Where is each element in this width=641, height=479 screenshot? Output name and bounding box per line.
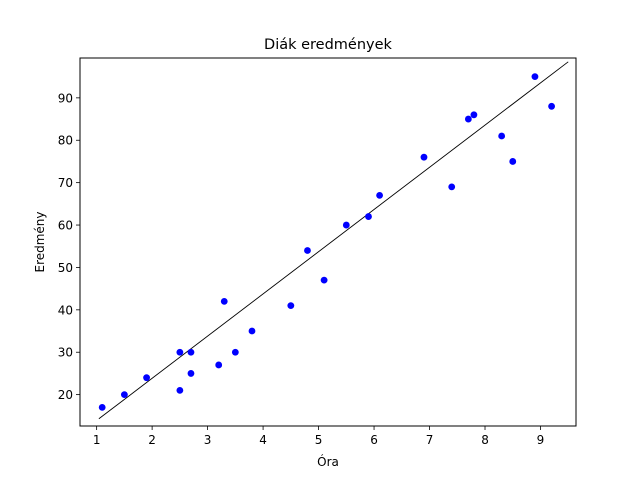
- x-tick-label-7: 7: [426, 433, 434, 447]
- axis-ticks: 1 2 3 4 5 6 7 8 9 20 30 40 50 60 70 80 90: [58, 91, 545, 447]
- data-point-1: [98, 403, 106, 411]
- y-tick-label-70: 70: [58, 176, 73, 190]
- data-point-11: [248, 327, 256, 335]
- chart-title: Diák eredmények: [264, 37, 393, 53]
- y-tick-label-60: 60: [58, 219, 73, 233]
- y-tick-label-40: 40: [58, 303, 73, 317]
- data-point-25: [548, 102, 555, 110]
- data-point-13: [304, 247, 311, 254]
- data-point-22: [498, 132, 506, 140]
- data-point-24: [531, 73, 539, 81]
- data-point-3: [143, 374, 150, 382]
- regression-line: [98, 61, 569, 420]
- plot-frame: [79, 57, 577, 427]
- y-axis-label: Eredmény: [33, 211, 47, 272]
- x-axis-label: Óra: [317, 454, 339, 469]
- data-point-23: [509, 158, 517, 165]
- data-point-8: [215, 361, 223, 369]
- data-point-7: [187, 370, 195, 377]
- data-point-16: [365, 213, 372, 220]
- data-point-5: [176, 386, 184, 394]
- x-tick-label-2: 2: [148, 433, 156, 447]
- x-tick-label-6: 6: [370, 433, 378, 447]
- data-point-4: [176, 348, 184, 356]
- data-point-14: [320, 276, 328, 284]
- x-tick-label-5: 5: [315, 433, 323, 447]
- data-point-15: [342, 221, 350, 229]
- data-point-17: [376, 191, 383, 199]
- data-point-19: [448, 183, 456, 191]
- plot-content: [98, 61, 569, 420]
- x-tick-label-9: 9: [537, 433, 545, 447]
- data-point-20: [464, 115, 472, 123]
- data-point-9: [220, 297, 228, 305]
- x-tick-label-4: 4: [259, 433, 267, 447]
- y-tick-label-80: 80: [58, 134, 73, 148]
- data-point-6: [187, 348, 195, 356]
- data-point-12: [287, 302, 295, 309]
- y-tick-label-30: 30: [58, 346, 73, 360]
- y-tick-label-20: 20: [58, 388, 73, 402]
- data-point-10: [231, 348, 239, 356]
- x-tick-label-8: 8: [481, 433, 489, 447]
- x-tick-label-3: 3: [204, 433, 212, 447]
- data-point-2: [120, 391, 128, 399]
- y-tick-label-50: 50: [58, 261, 73, 275]
- x-tick-label-1: 1: [93, 433, 101, 447]
- data-point-21: [470, 111, 478, 119]
- data-point-18: [420, 153, 428, 161]
- y-tick-label-90: 90: [58, 91, 73, 105]
